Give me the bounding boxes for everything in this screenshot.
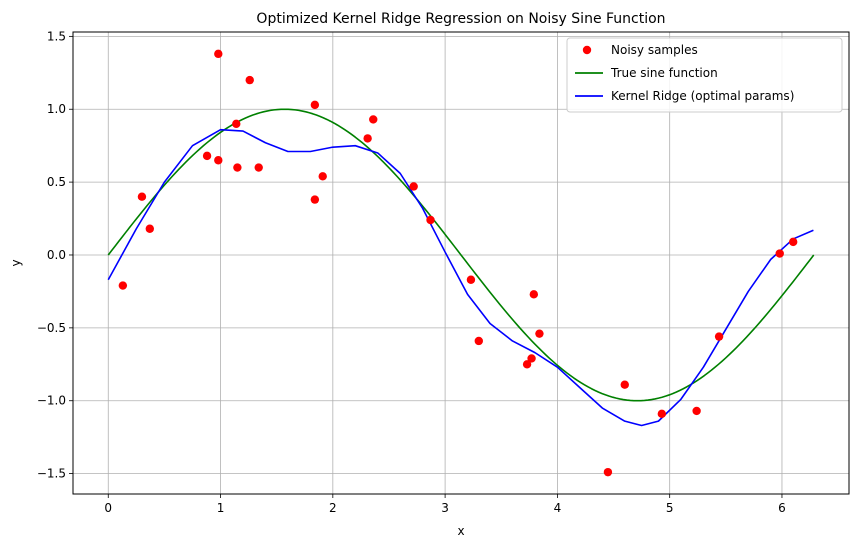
- y-tick-label: 0.0: [47, 248, 66, 262]
- sample-point: [369, 115, 378, 124]
- legend-marker: [582, 45, 592, 55]
- legend: Noisy samples True sine function Kernel Ri…: [566, 37, 843, 113]
- x-tick-label: 1: [217, 501, 225, 515]
- sample-point: [254, 163, 263, 172]
- sample-point: [474, 336, 483, 346]
- sample-point: [214, 49, 223, 59]
- sample-point: [775, 249, 784, 258]
- sample-point: [137, 192, 147, 201]
- y-tick-label: 1.5: [47, 29, 66, 43]
- kernel-ridge-line: [107, 128, 814, 427]
- sample-point: [118, 281, 128, 290]
- legend-entry-label: Kernel Ridge (optimal params): [611, 89, 794, 103]
- sample-point: [657, 409, 667, 419]
- x-tick-label: 5: [666, 501, 674, 515]
- x-axis-label: x: [457, 524, 464, 538]
- ticks: 0 1 2 3 4 5 6 −1.5 −1.0 −0.5 0.0 0.5 1.0 1.5: [37, 29, 786, 515]
- x-tick-label: 4: [554, 501, 562, 515]
- sample-point: [145, 224, 155, 233]
- y-tick-label: 0.5: [47, 175, 66, 189]
- sample-point: [527, 354, 536, 363]
- sample-point: [714, 332, 724, 341]
- legend-box: [566, 37, 843, 113]
- sample-point: [318, 172, 327, 181]
- legend-entry-label: True sine function: [610, 66, 718, 80]
- legend-entry-label: Noisy samples: [611, 43, 698, 57]
- sample-point: [233, 163, 242, 172]
- plot-area: [107, 49, 815, 477]
- axes-frame: [72, 31, 850, 495]
- x-tick-label: 2: [329, 501, 337, 515]
- sample-point: [620, 380, 629, 389]
- sample-point: [466, 275, 476, 284]
- chart-title: Optimized Kernel Ridge Regression on Noi…: [256, 11, 665, 27]
- sample-point: [788, 237, 798, 247]
- sample-point: [692, 406, 701, 416]
- y-tick-label: 1.0: [47, 102, 66, 116]
- true-sine-line: [107, 108, 815, 402]
- x-tick-label: 0: [104, 501, 112, 515]
- x-tick-label: 3: [441, 501, 449, 515]
- y-tick-label: −1.5: [37, 467, 66, 481]
- sample-point: [522, 360, 532, 369]
- sample-point: [529, 290, 539, 299]
- sample-point: [535, 329, 544, 338]
- sample-point: [363, 134, 372, 143]
- sample-point: [409, 182, 418, 191]
- sample-point: [310, 195, 320, 204]
- sample-point: [310, 100, 320, 110]
- sample-point: [232, 119, 241, 129]
- sample-point: [202, 151, 212, 161]
- x-tick-label: 6: [778, 501, 786, 515]
- sample-point: [603, 467, 613, 477]
- sample-point: [214, 156, 223, 165]
- y-tick-label: −0.5: [37, 321, 66, 335]
- sample-point: [426, 215, 435, 225]
- sample-point: [245, 75, 254, 85]
- y-tick-label: −1.0: [37, 394, 66, 408]
- y-axis-label: y: [9, 259, 23, 266]
